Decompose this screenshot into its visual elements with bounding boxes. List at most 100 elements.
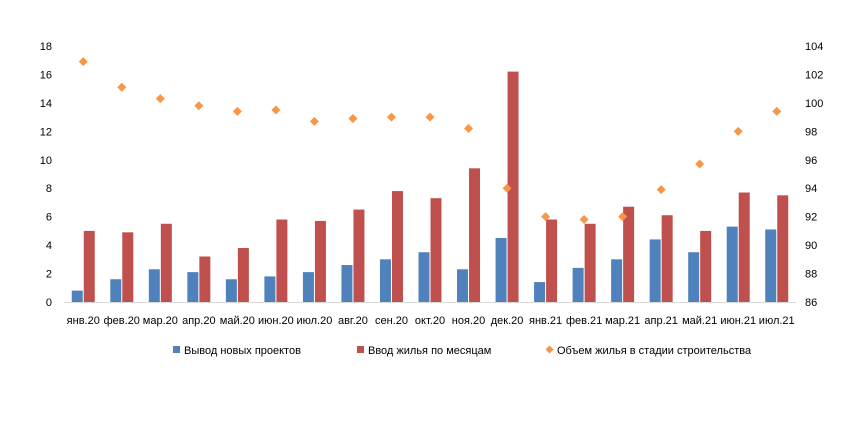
x-axis-tick-label: ноя.20 — [452, 315, 485, 327]
bar-housing-commissioned — [314, 220, 326, 302]
bar-housing-commissioned — [738, 192, 750, 302]
legend-label: Вывод новых проектов — [184, 345, 301, 357]
bar-housing-commissioned — [507, 71, 519, 302]
y-axis-right-tick-label: 100 — [805, 98, 823, 110]
bar-new-projects — [148, 269, 160, 302]
marker-construction-volume — [656, 185, 666, 195]
marker-construction-volume — [733, 126, 743, 136]
bar-housing-commissioned — [276, 219, 288, 302]
bar-housing-commissioned — [430, 198, 442, 302]
marker-construction-volume — [579, 215, 589, 225]
bar-housing-commissioned — [122, 232, 134, 302]
marker-construction-volume — [464, 123, 474, 133]
marker-construction-volume — [618, 212, 628, 222]
bar-housing-commissioned — [391, 191, 403, 302]
y-axis-right-tick-label: 86 — [805, 297, 817, 309]
marker-construction-volume — [78, 57, 88, 67]
markers — [78, 57, 782, 225]
y-axis-right-tick-label: 92 — [805, 212, 817, 224]
y-axis-right-tick-label: 88 — [805, 269, 817, 281]
x-axis-tick-label: апр.20 — [182, 315, 215, 327]
bar-new-projects — [379, 259, 391, 302]
marker-construction-volume — [309, 116, 319, 126]
marker-construction-volume — [541, 212, 551, 222]
marker-construction-volume — [348, 114, 358, 124]
y-axis-left-tick-label: 18 — [40, 41, 52, 53]
x-axis-tick-label: сен.20 — [375, 315, 408, 327]
bar-new-projects — [187, 272, 199, 302]
x-axis-tick-label: июл.20 — [296, 315, 332, 327]
bar-housing-commissioned — [700, 230, 712, 302]
marker-construction-volume — [502, 183, 512, 193]
x-axis-tick-label: окт.20 — [415, 315, 445, 327]
legend-swatch — [545, 345, 554, 354]
bars — [71, 71, 789, 302]
y-axis-right-tick-label: 104 — [805, 41, 823, 53]
y-axis-right-tick-label: 98 — [805, 126, 817, 138]
x-axis-tick-label: апр.21 — [644, 315, 677, 327]
y-axis-right-tick-label: 96 — [805, 155, 817, 167]
y-axis-left-tick-label: 8 — [46, 183, 52, 195]
bar-new-projects — [649, 239, 661, 302]
y-axis-left-tick-label: 16 — [40, 69, 52, 81]
x-axis-tick-label: июн.20 — [258, 315, 294, 327]
bar-new-projects — [302, 272, 314, 302]
marker-construction-volume — [425, 112, 435, 122]
legend-label: Ввод жилья по месяцам — [368, 345, 491, 357]
y-axis-left-tick-label: 4 — [46, 240, 52, 252]
y-axis-right-tick-label: 94 — [805, 183, 817, 195]
bar-new-projects — [264, 276, 276, 302]
bar-new-projects — [71, 290, 83, 302]
y-axis-left-tick-label: 2 — [46, 269, 52, 281]
legend-swatch — [173, 346, 180, 353]
bar-housing-commissioned — [237, 247, 249, 302]
marker-construction-volume — [194, 101, 204, 111]
bar-housing-commissioned — [160, 223, 172, 302]
x-axis-tick-label: янв.20 — [67, 315, 100, 327]
bar-new-projects — [418, 252, 430, 302]
y-axis-left-tick-label: 0 — [46, 297, 52, 309]
x-axis-tick-label: мар.20 — [143, 315, 178, 327]
bar-new-projects — [688, 252, 700, 302]
marker-construction-volume — [695, 159, 705, 169]
bar-new-projects — [495, 238, 507, 302]
x-axis-tick-label: фев.20 — [104, 315, 140, 327]
legend-swatch — [357, 346, 364, 353]
bar-housing-commissioned — [353, 209, 365, 302]
x-axis-tick-label: май.21 — [682, 315, 717, 327]
bar-new-projects — [765, 229, 777, 302]
bar-housing-commissioned — [199, 256, 211, 302]
marker-construction-volume — [155, 94, 165, 104]
x-axis-tick-label: янв.21 — [529, 315, 562, 327]
bar-new-projects — [611, 259, 623, 302]
x-axis-tick-label: июн.21 — [720, 315, 756, 327]
marker-construction-volume — [271, 105, 281, 115]
x-axis-tick-label: дек.20 — [491, 315, 524, 327]
bar-new-projects — [457, 269, 469, 302]
bar-new-projects — [341, 265, 353, 302]
y-axis-left-tick-label: 6 — [46, 212, 52, 224]
y-axis-left-tick-label: 14 — [40, 98, 52, 110]
bar-housing-commissioned — [546, 219, 558, 302]
bar-housing-commissioned — [661, 215, 673, 302]
bar-new-projects — [225, 279, 237, 302]
x-axis-tick-label: фев.21 — [566, 315, 602, 327]
y-axis-right-tick-label: 90 — [805, 240, 817, 252]
y-axis-right-tick-label: 102 — [805, 69, 823, 81]
x-axis-tick-label: май.20 — [220, 315, 255, 327]
bar-housing-commissioned — [83, 230, 95, 302]
bar-new-projects — [572, 267, 584, 302]
x-axis-tick-label: мар.21 — [605, 315, 640, 327]
marker-construction-volume — [772, 106, 782, 116]
bar-housing-commissioned — [469, 168, 481, 302]
marker-construction-volume — [117, 82, 127, 92]
y-axis-left-tick-label: 12 — [40, 126, 52, 138]
bar-housing-commissioned — [584, 223, 596, 302]
y-axis-left-tick-label: 10 — [40, 155, 52, 167]
bar-housing-commissioned — [623, 206, 635, 302]
marker-construction-volume — [386, 112, 396, 122]
bar-new-projects — [726, 226, 738, 302]
bar-housing-commissioned — [777, 195, 789, 302]
marker-construction-volume — [232, 106, 242, 116]
